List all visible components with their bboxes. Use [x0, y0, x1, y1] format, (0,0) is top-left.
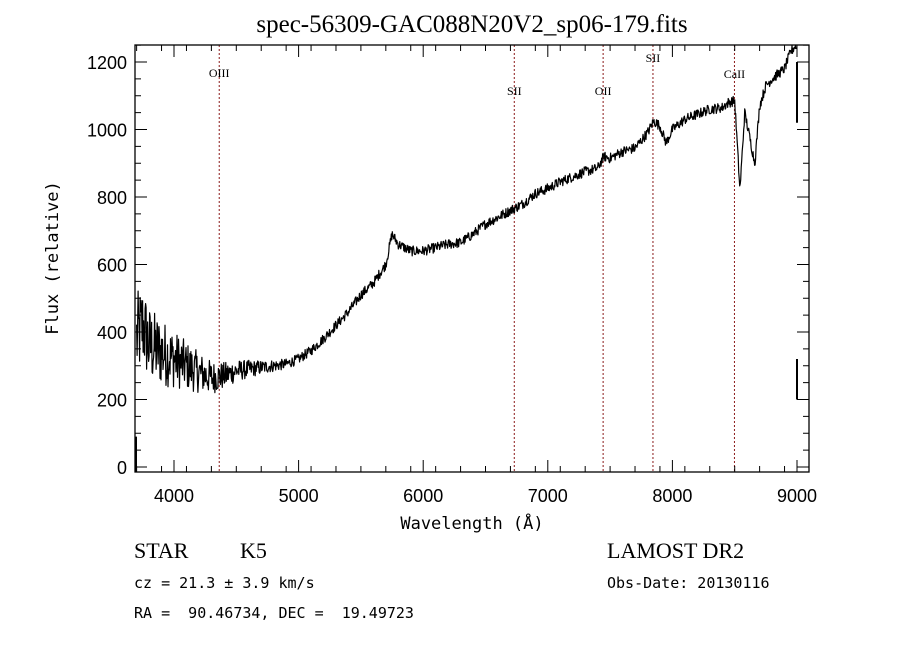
- redshift-text: cz = 21.3 ± 3.9 km/s: [134, 574, 315, 592]
- y-tick-label: 800: [97, 188, 127, 208]
- plot-frame: [134, 44, 810, 473]
- x-tick-label: 8000: [652, 486, 692, 506]
- spectral-line-label: SII: [646, 51, 661, 65]
- spectral-line-label: OII: [595, 84, 612, 98]
- y-axis-ticks: 0 200 400 600 800 1000 1200: [87, 44, 809, 478]
- y-tick-label: 200: [97, 391, 127, 411]
- x-tick-label: 4000: [154, 486, 194, 506]
- spectral-line-label: SII: [507, 84, 522, 98]
- spectral-line-label: OIII: [209, 66, 230, 80]
- obs-date: Obs-Date: 20130116: [607, 574, 770, 592]
- spectral-line-label: CaII: [724, 67, 745, 81]
- x-tick-label: 5000: [279, 486, 319, 506]
- x-axis-ticks: 4000 5000 6000 7000 8000 9000: [136, 45, 817, 506]
- survey-name: LAMOST DR2: [607, 538, 745, 563]
- x-axis-label: Wavelength (Å): [400, 512, 543, 534]
- y-axis-label: Flux (relative): [43, 181, 63, 335]
- x-tick-label: 9000: [777, 486, 817, 506]
- coordinates: RA = 90.46734, DEC = 19.49723: [134, 604, 414, 622]
- spectrum-line: [136, 44, 797, 394]
- spectral-line-markers: OIII SII OII SII CaII: [209, 45, 745, 472]
- x-tick-label: 6000: [403, 486, 443, 506]
- y-tick-label: 400: [97, 323, 127, 343]
- spectrum-line-group: [135, 44, 798, 472]
- y-tick-label: 1200: [87, 53, 127, 73]
- x-tick-label: 7000: [528, 486, 568, 506]
- y-tick-label: 1000: [87, 121, 127, 141]
- subclass: K5: [240, 538, 267, 563]
- object-type: STAR: [134, 538, 189, 563]
- y-tick-label: 600: [97, 256, 127, 276]
- chart-title: spec-56309-GAC088N20V2_sp06-179.fits: [256, 11, 687, 38]
- y-tick-label: 0: [117, 458, 127, 478]
